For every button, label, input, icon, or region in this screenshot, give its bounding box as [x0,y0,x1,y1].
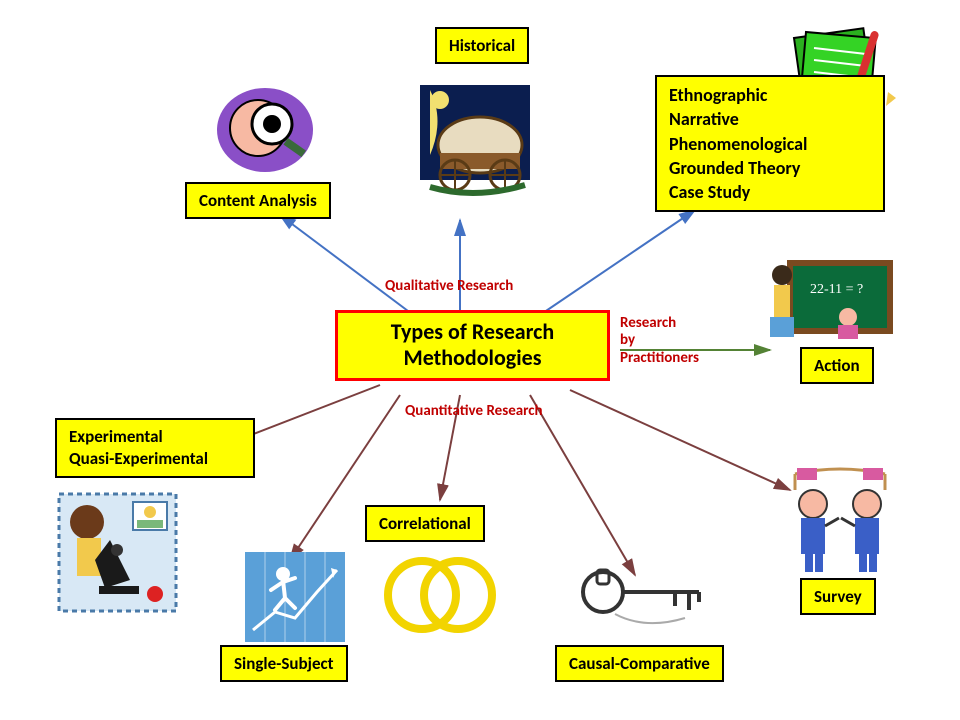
key-icon [575,552,715,647]
survey-people-icon [775,460,905,585]
runner-chart-icon [245,552,345,647]
venn-icon [380,550,500,645]
node-action: Action [800,347,874,384]
node-experimental: Experimental Quasi-Experimental [55,418,255,478]
node-causal-comparative: Causal-Comparative [555,645,724,682]
magnifier-icon [210,80,320,185]
category-qualitative: Qualitative Research [385,277,513,295]
center-title-box: Types of Research Methodologies [335,310,610,381]
center-title-1: Types of Research [350,319,595,345]
node-correlational: Correlational [365,505,485,542]
wagon-icon [410,75,540,210]
svg-text:22-11 = ?: 22-11 = ? [810,282,863,297]
node-ethnographic-list: Ethnographic Narrative Phenomenological … [655,75,885,212]
microscope-icon [55,490,180,620]
node-historical: Historical [435,27,529,64]
category-practitioners: Research by Practitioners [620,315,699,367]
concept-map-stage: Types of Research Methodologies Qualitat… [0,0,960,720]
node-single-subject: Single-Subject [220,645,348,682]
node-survey: Survey [800,578,876,615]
category-quantitative: Quantitative Research [405,402,543,420]
node-content-analysis: Content Analysis [185,182,331,219]
chalkboard-icon: 22-11 = ? [760,255,895,355]
center-title-2: Methodologies [350,345,595,371]
